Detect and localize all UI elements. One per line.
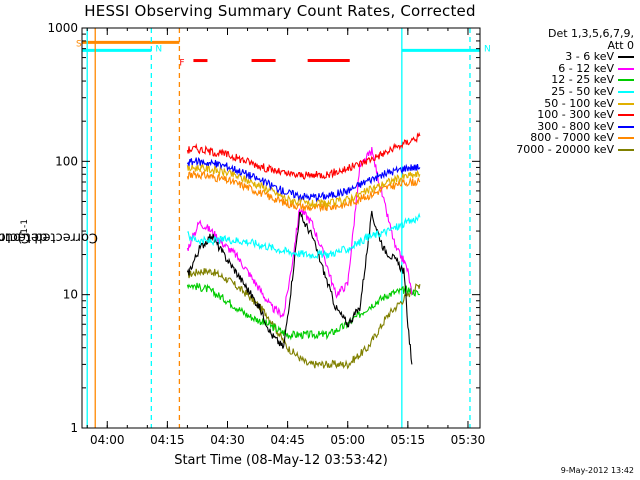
y-tick-label-3: 1000 bbox=[47, 21, 78, 35]
x-tick-label-6: 05:30 bbox=[451, 433, 486, 447]
x-axis-label: Start Time (08-May-12 03:53:42) bbox=[174, 453, 388, 468]
legend-swatch bbox=[618, 90, 634, 93]
x-tick-label-3: 04:45 bbox=[270, 433, 305, 447]
legend-entry-7: 800 - 7000 keV bbox=[486, 132, 634, 144]
flag-label-N-1: N bbox=[155, 44, 162, 54]
y-tick-label-2: 100 bbox=[55, 154, 78, 168]
series-layer bbox=[186, 131, 421, 370]
series-line-3 bbox=[187, 212, 421, 260]
legend-entry-8: 7000 - 20000 keV bbox=[486, 144, 634, 156]
datestamp: 9-May-2012 13:42 bbox=[560, 466, 634, 475]
series-line-7 bbox=[186, 170, 421, 213]
legend: Det 1,3,5,6,7,9, Att 0 3 - 6 keV 6 - 12 k… bbox=[486, 28, 634, 156]
legend-entry-2: 12 - 25 keV bbox=[486, 74, 634, 86]
y-tick-label-1: 10 bbox=[63, 288, 78, 302]
legend-label: 100 - 300 keV bbox=[537, 108, 614, 122]
legend-entry-1: 6 - 12 keV bbox=[486, 61, 634, 75]
legend-entry-3: 25 - 50 keV bbox=[486, 86, 634, 98]
series-line-8 bbox=[187, 268, 421, 370]
vline-layer bbox=[86, 28, 471, 428]
legend-header-line2: Att 0 bbox=[607, 38, 634, 52]
flag-label-N-2: N bbox=[484, 44, 491, 54]
legend-label: 6 - 12 keV bbox=[558, 61, 614, 75]
legend-label: 50 - 100 keV bbox=[544, 96, 614, 110]
legend-label: 25 - 50 keV bbox=[551, 84, 614, 98]
chart-title: HESSI Observing Summary Count Rates, Cor… bbox=[84, 2, 476, 20]
legend-label: 800 - 7000 keV bbox=[530, 131, 614, 145]
legend-label: 3 - 6 keV bbox=[565, 50, 614, 64]
legend-entry-4: 50 - 100 keV bbox=[486, 96, 634, 110]
series-line-0 bbox=[186, 210, 413, 365]
x-tick-label-1: 04:15 bbox=[150, 433, 185, 447]
legend-swatch bbox=[618, 102, 634, 105]
legend-label: 300 - 800 keV bbox=[537, 119, 614, 133]
legend-label: 12 - 25 keV bbox=[551, 73, 614, 87]
x-tick-label-5: 05:15 bbox=[391, 433, 426, 447]
legend-swatch bbox=[618, 148, 634, 151]
y-tick-label-0: 1 bbox=[70, 421, 78, 435]
legend-swatch bbox=[618, 125, 634, 128]
legend-swatch bbox=[618, 79, 634, 82]
flag-label-F-3: F bbox=[179, 59, 184, 69]
flags-layer: S N N F bbox=[76, 39, 491, 68]
legend-label: 7000 - 20000 keV bbox=[516, 142, 614, 156]
legend-swatch bbox=[618, 137, 634, 140]
legend-swatch bbox=[618, 67, 634, 70]
x-tick-label-4: 05:00 bbox=[330, 433, 365, 447]
legend-entry-6: 300 - 800 keV bbox=[486, 119, 634, 133]
axis-tick-labels: 04:00 04:15 04:30 04:45 05:00 05:15 05:30 1 10 10… bbox=[47, 21, 485, 447]
legend-header-line1: Det 1,3,5,6,7,9, bbox=[547, 27, 634, 40]
legend-entry-5: 100 - 300 keV bbox=[486, 109, 634, 121]
flag-label-S-0: S bbox=[76, 39, 82, 49]
x-tick-label-2: 04:30 bbox=[210, 433, 245, 447]
series-line-1 bbox=[186, 147, 413, 319]
series-line-6 bbox=[186, 157, 421, 203]
axis-ticks bbox=[82, 27, 480, 429]
series-line-5 bbox=[186, 131, 421, 180]
legend-entry-0: 3 - 6 keV bbox=[486, 51, 634, 63]
series-line-2 bbox=[186, 282, 421, 341]
legend-swatch bbox=[618, 114, 634, 117]
x-tick-label-0: 04:00 bbox=[90, 433, 125, 447]
plot-frame bbox=[81, 27, 481, 429]
legend-swatch bbox=[618, 56, 634, 59]
